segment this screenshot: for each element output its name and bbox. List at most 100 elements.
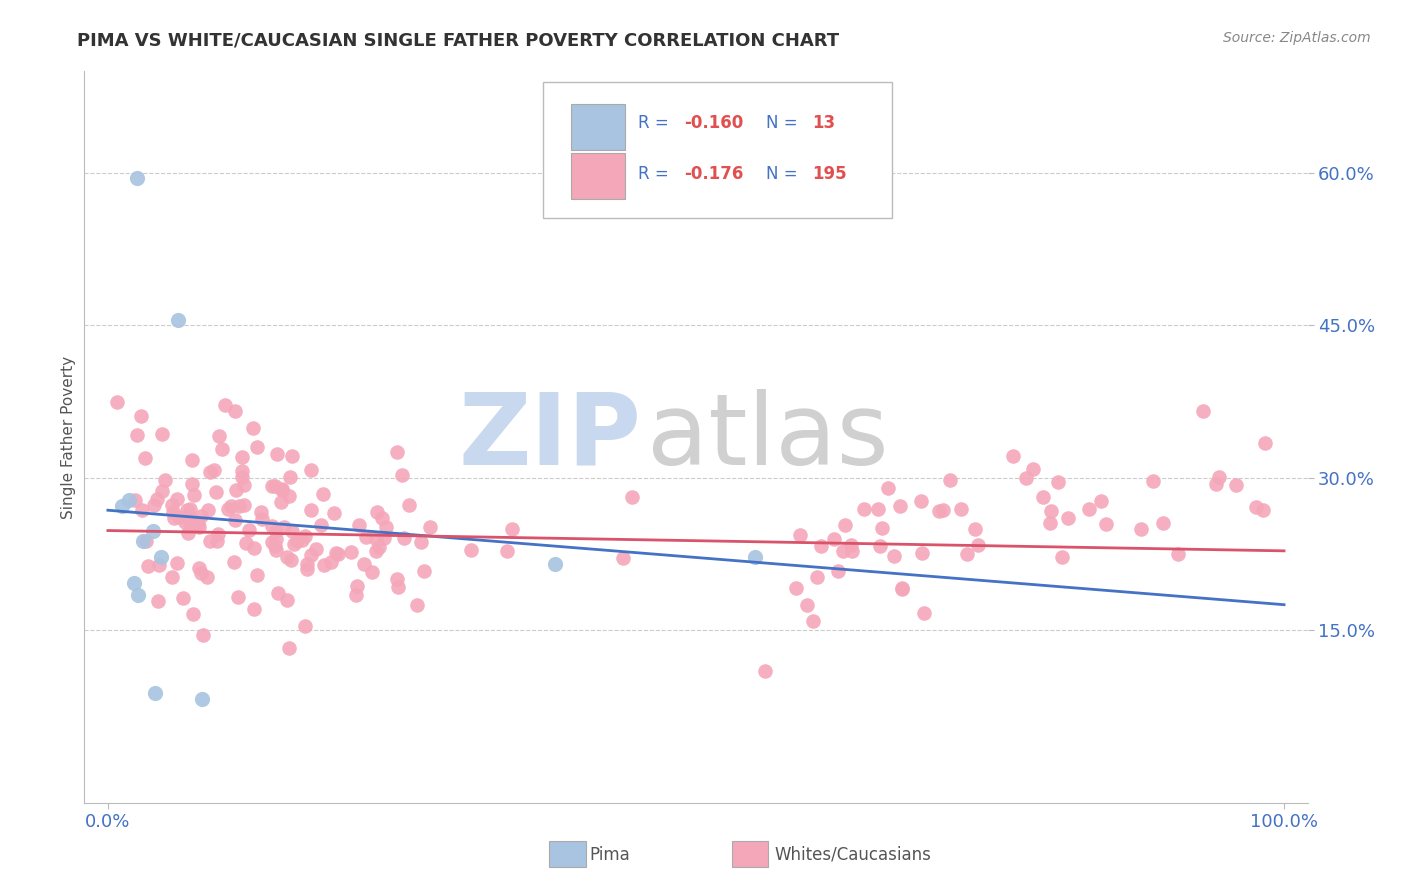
Point — [211, 442, 233, 457]
Point — [250, 505, 273, 519]
Point — [132, 533, 155, 548]
Point — [1039, 504, 1062, 518]
Point — [262, 518, 284, 533]
Point — [226, 591, 249, 605]
Point — [1095, 517, 1118, 532]
Point — [266, 447, 288, 461]
Point — [796, 599, 818, 613]
Point — [1254, 436, 1277, 450]
Point — [496, 544, 519, 558]
Point — [956, 547, 979, 561]
Point — [283, 537, 305, 551]
Point — [411, 534, 433, 549]
Point — [827, 564, 849, 578]
Point — [260, 534, 283, 549]
Point — [294, 619, 316, 633]
Point — [190, 566, 212, 580]
Text: ZIP: ZIP — [458, 389, 641, 485]
Point — [889, 499, 911, 513]
Point — [278, 489, 301, 503]
Point — [280, 553, 302, 567]
Point — [191, 692, 214, 706]
Point — [931, 502, 953, 516]
Point — [419, 520, 441, 534]
Point — [190, 508, 212, 523]
Point — [228, 499, 250, 513]
Point — [328, 547, 350, 561]
Point — [153, 474, 176, 488]
Text: PIMA VS WHITE/CAUCASIAN SINGLE FATHER POVERTY CORRELATION CHART: PIMA VS WHITE/CAUCASIAN SINGLE FATHER PO… — [77, 31, 839, 49]
Point — [264, 543, 287, 558]
Point — [1039, 516, 1062, 530]
Point — [105, 394, 128, 409]
Text: Whites/Caucasians: Whites/Caucasians — [773, 846, 931, 863]
Point — [142, 524, 165, 538]
Point — [195, 570, 218, 584]
Point — [967, 538, 990, 552]
Point — [225, 483, 247, 497]
Text: Source: ZipAtlas.com: Source: ZipAtlas.com — [1223, 31, 1371, 45]
Point — [391, 468, 413, 483]
Text: 13: 13 — [813, 113, 835, 131]
Text: R =: R = — [638, 165, 675, 183]
Point — [1142, 475, 1164, 489]
Point — [291, 533, 314, 548]
Point — [1205, 477, 1227, 491]
Point — [148, 558, 170, 573]
Point — [122, 576, 145, 591]
Point — [366, 533, 388, 547]
Point — [287, 533, 309, 548]
Point — [224, 555, 246, 569]
Point — [1129, 522, 1152, 536]
Point — [387, 580, 409, 594]
Point — [325, 546, 347, 560]
Point — [250, 511, 273, 525]
Point — [370, 510, 392, 524]
Point — [162, 505, 184, 519]
Point — [124, 493, 146, 508]
Point — [127, 171, 149, 186]
Point — [366, 505, 388, 519]
Text: R =: R = — [638, 113, 675, 131]
Point — [1078, 502, 1101, 516]
Point — [1057, 511, 1080, 525]
Point — [125, 427, 148, 442]
Point — [138, 559, 160, 574]
Point — [295, 558, 318, 572]
Point — [177, 526, 200, 541]
Point — [1167, 547, 1189, 561]
Point — [232, 498, 254, 512]
Point — [1191, 404, 1213, 418]
Point — [806, 570, 828, 584]
Point — [841, 544, 863, 558]
Point — [174, 515, 197, 529]
Point — [146, 491, 169, 506]
Point — [890, 581, 912, 595]
Point — [235, 536, 257, 550]
Point — [939, 473, 962, 487]
Y-axis label: Single Father Poverty: Single Father Poverty — [60, 356, 76, 518]
Point — [267, 586, 290, 600]
Point — [131, 503, 153, 517]
Point — [361, 565, 384, 579]
Point — [202, 463, 225, 477]
Point — [233, 478, 256, 492]
Point — [150, 483, 173, 498]
Point — [207, 533, 229, 548]
Point — [264, 479, 287, 493]
Point — [314, 558, 336, 572]
Point — [148, 594, 170, 608]
Text: -0.176: -0.176 — [683, 165, 744, 183]
Point — [172, 591, 194, 606]
Point — [1246, 500, 1268, 514]
Point — [305, 541, 328, 556]
Point — [135, 533, 157, 548]
Point — [367, 541, 389, 555]
Point — [353, 557, 375, 571]
Text: N =: N = — [766, 113, 803, 131]
Point — [1047, 475, 1070, 489]
Point — [311, 487, 333, 501]
Point — [1050, 549, 1073, 564]
Point — [198, 534, 221, 549]
Point — [340, 544, 363, 558]
